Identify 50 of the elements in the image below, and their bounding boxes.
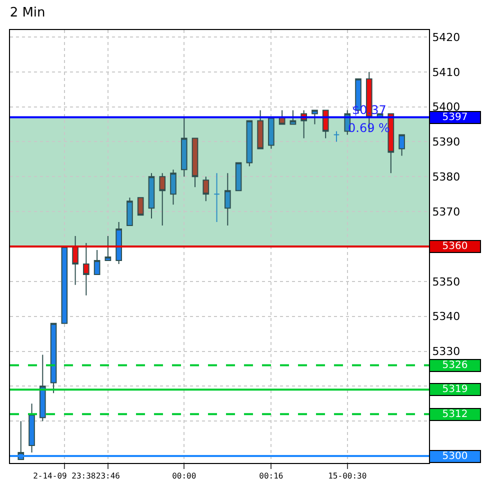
ref-line-label: 5312 xyxy=(442,409,468,420)
x-tick-label: 00:16 xyxy=(259,472,284,481)
candlestick xyxy=(104,236,112,261)
y-tick-label: 5410 xyxy=(432,66,460,79)
y-tick-label: 5370 xyxy=(432,205,460,218)
y-tick-label: 5400 xyxy=(432,100,460,114)
candlestick xyxy=(126,197,133,226)
ref-line-label: 5397 xyxy=(442,112,468,123)
candlestick xyxy=(61,246,68,324)
candlestick xyxy=(224,172,231,226)
candlestick xyxy=(148,172,155,220)
candlestick xyxy=(39,354,46,422)
candlestick xyxy=(246,120,253,167)
candlestick xyxy=(170,169,176,206)
y-tick-label: 5390 xyxy=(432,136,460,149)
candlestick xyxy=(28,403,35,454)
candlestick xyxy=(159,172,166,226)
candlestick xyxy=(94,249,100,275)
x-tick-label: 00:00 xyxy=(172,472,196,481)
candlestick xyxy=(398,134,405,156)
candlestick xyxy=(333,130,340,142)
x-tick-label: 2-14-09 23:38 xyxy=(33,472,96,481)
x-tick-label: 23:46 xyxy=(96,472,120,481)
candlestick xyxy=(214,172,220,223)
candlestick xyxy=(202,176,210,202)
candlestick xyxy=(322,110,329,139)
candlestick xyxy=(83,242,90,296)
candlestick xyxy=(116,222,122,264)
candlestick xyxy=(268,116,274,150)
candlestick xyxy=(50,322,57,394)
ref-line-label: 5319 xyxy=(442,384,468,395)
candlestick xyxy=(72,236,78,286)
candlestick xyxy=(235,162,242,192)
ref-line-label: 5300 xyxy=(442,451,468,462)
x-tick-label: 15-00:30 xyxy=(328,472,367,481)
y-tick-label: 5350 xyxy=(432,275,460,288)
y-tick-label: 5420 xyxy=(432,30,460,44)
candlestick xyxy=(257,110,264,150)
candlestick xyxy=(290,110,296,125)
y-tick-label: 5330 xyxy=(432,345,460,358)
ref-line-label: 5360 xyxy=(442,241,468,252)
candlestick xyxy=(180,116,188,178)
chart-title: 2 Min xyxy=(10,5,46,20)
candlestick xyxy=(137,197,144,216)
candlestick xyxy=(388,113,394,174)
candlestick xyxy=(192,138,198,188)
y-tick-label: 5340 xyxy=(432,310,460,324)
ref-line-label: 5326 xyxy=(442,360,468,371)
y-tick-label: 5380 xyxy=(432,170,460,184)
candlestick xyxy=(312,110,318,125)
